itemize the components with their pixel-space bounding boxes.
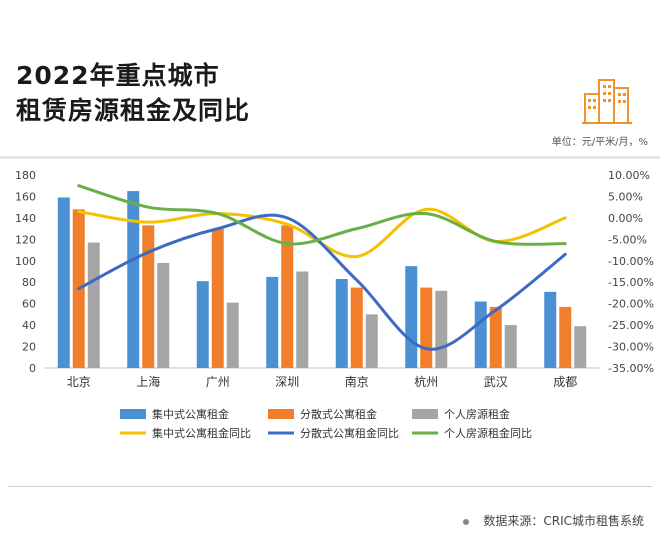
- page-title: 2022年重点城市 租赁房源租金及同比: [16, 58, 250, 128]
- legend-swatch: [268, 409, 294, 419]
- legend-label: 集中式公寓租金同比: [152, 426, 251, 440]
- bar: [350, 287, 363, 368]
- x-tick-label: 北京: [67, 375, 91, 389]
- legend-label: 个人房源租金同比: [444, 426, 532, 440]
- y2-tick-label: -20.00%: [608, 298, 654, 311]
- chart: 0 20 40 60 80 100 120 140 160 180 10.00% 5.00% 0.00…: [15, 169, 654, 440]
- bar: [559, 306, 572, 368]
- y2-tick-label: -5.00%: [608, 233, 647, 246]
- x-tick-label: 武汉: [484, 375, 508, 389]
- series-line: [77, 213, 567, 351]
- legend-label: 分散式公寓租金: [300, 407, 377, 421]
- x-tick-label: 杭州: [414, 374, 438, 389]
- legend-swatch: [120, 409, 146, 419]
- x-tick-label: 南京: [345, 374, 369, 389]
- bar: [226, 302, 239, 368]
- bar: [211, 228, 224, 368]
- source-note: 数据来源：CRIC城市租售系统: [463, 512, 644, 529]
- bar: [574, 326, 587, 368]
- x-tick-label: 成都: [553, 375, 577, 389]
- bar-series: [57, 191, 587, 368]
- y-tick-label: 160: [15, 190, 36, 203]
- bar: [157, 262, 170, 368]
- y-axis-left: 0 20 40 60 80 100 120 140 160 180: [15, 169, 600, 375]
- line-series: [77, 184, 567, 351]
- bar: [196, 281, 209, 368]
- y-axis-right: 10.00% 5.00% 0.00% -5.00% -10.00% -15.00% -20.…: [608, 169, 654, 375]
- bar: [435, 290, 448, 368]
- series-line: [77, 184, 567, 246]
- bar: [127, 191, 140, 368]
- y-tick-label: 180: [15, 169, 36, 182]
- bar: [489, 306, 502, 368]
- y-tick-label: 100: [15, 255, 36, 268]
- buildings-icon: [582, 79, 632, 124]
- bar: [296, 271, 309, 368]
- y-tick-label: 40: [22, 319, 36, 332]
- bar: [544, 291, 557, 368]
- y-tick-label: 120: [15, 233, 36, 246]
- unit-label: 单位：元/平米/月，%: [551, 137, 648, 148]
- bottom-divider: [8, 486, 652, 487]
- y2-tick-label: 0.00%: [608, 212, 643, 225]
- y2-tick-label: -30.00%: [608, 341, 654, 354]
- y-tick-label: 0: [29, 362, 36, 375]
- bar: [281, 225, 294, 368]
- bar: [142, 225, 155, 368]
- y-tick-label: 60: [22, 298, 36, 311]
- y-tick-label: 20: [22, 341, 36, 354]
- x-tick-label: 上海: [136, 374, 160, 389]
- bar: [365, 314, 378, 368]
- y2-tick-label: -15.00%: [608, 276, 654, 289]
- bar: [57, 197, 70, 368]
- legend-swatch: [412, 409, 438, 419]
- bar: [504, 325, 517, 368]
- y2-tick-label: 5.00%: [608, 190, 643, 203]
- bullet-icon: [463, 518, 470, 525]
- y2-tick-label: -35.00%: [608, 362, 654, 375]
- y2-tick-label: 10.00%: [608, 169, 650, 182]
- bar: [87, 242, 100, 368]
- bar: [405, 266, 418, 368]
- y2-tick-label: -10.00%: [608, 255, 654, 268]
- legend-label: 分散式公寓租金同比: [300, 426, 399, 440]
- title-line-2: 租赁房源租金及同比: [16, 96, 251, 125]
- legend-label: 集中式公寓租金: [152, 407, 229, 421]
- legend-label: 个人房源租金: [444, 407, 510, 421]
- x-axis-labels: 北京 上海 广州 深圳 南京 杭州 武汉 成都: [67, 374, 578, 389]
- y-tick-label: 80: [22, 276, 36, 289]
- title-line-1: 2022年重点城市: [16, 61, 220, 90]
- x-tick-label: 广州: [206, 375, 230, 389]
- top-divider: [0, 156, 660, 159]
- bar: [420, 287, 433, 368]
- x-tick-label: 深圳: [275, 375, 299, 389]
- bar: [474, 301, 487, 368]
- bar: [266, 276, 279, 368]
- y-tick-label: 140: [15, 212, 36, 225]
- bar: [335, 279, 348, 368]
- y2-tick-label: -25.00%: [608, 319, 654, 332]
- source-text: 数据来源：CRIC城市租售系统: [483, 514, 644, 528]
